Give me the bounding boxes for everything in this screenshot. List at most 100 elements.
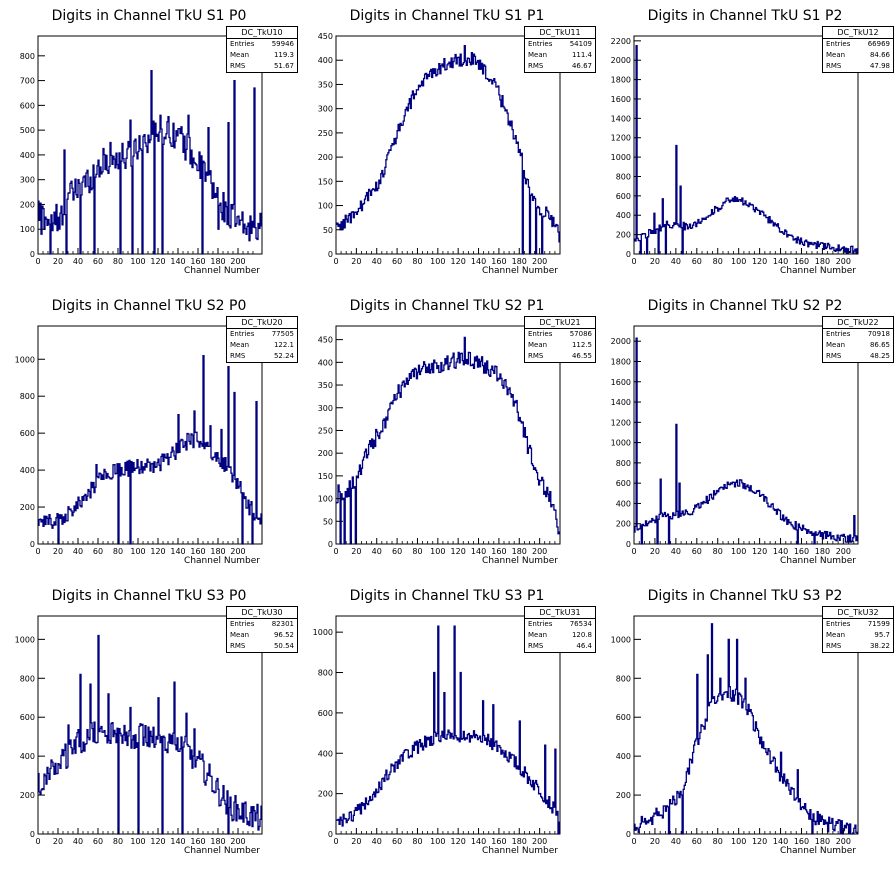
stats-key: Entries <box>826 330 851 338</box>
x-tick-label: 60 <box>692 547 702 556</box>
x-tick-label: 160 <box>190 547 205 556</box>
x-tick-label: 60 <box>93 547 103 556</box>
stats-name: DC_TkU22 <box>823 317 893 329</box>
stats-value: 47.98 <box>869 62 890 70</box>
y-tick-label: 300 <box>318 404 333 413</box>
histogram-panel: Digits in Channel TkU S3 P2 0 20 40 60 80 100 1… <box>596 580 894 870</box>
x-tick-label: 140 <box>471 257 486 266</box>
y-tick-label: 100 <box>318 495 333 504</box>
histogram-line <box>336 625 560 835</box>
stats-name: DC_TkU12 <box>823 27 893 39</box>
x-tick-label: 140 <box>471 837 486 846</box>
y-tick-label: 200 <box>616 791 631 800</box>
x-tick-label: 160 <box>491 547 506 556</box>
x-tick-label: 180 <box>512 257 527 266</box>
plot-frame <box>37 35 263 255</box>
stats-box: DC_TkU10 Entries 59946 Mean 119.3 RMS 51.67 <box>226 26 298 73</box>
y-tick-label: 400 <box>616 499 631 508</box>
y-zero-label: 0 <box>30 250 35 259</box>
y-tick-label: 2000 <box>611 56 631 65</box>
plot-frame <box>37 325 263 545</box>
x-tick-label: 40 <box>73 547 83 556</box>
stats-row: Mean 96.52 <box>227 630 297 641</box>
y-tick-label: 1800 <box>611 357 631 366</box>
x-axis-label: Channel Number <box>482 556 558 566</box>
y-tick-label: 200 <box>20 791 35 800</box>
chart-title: Digits in Channel TkU S1 P0 <box>51 8 247 24</box>
stats-key: Mean <box>528 51 548 59</box>
stats-name: DC_TkU21 <box>525 317 595 329</box>
stats-name: DC_TkU30 <box>227 607 297 619</box>
x-tick-label: 100 <box>130 547 145 556</box>
x-tick-label: 40 <box>372 257 382 266</box>
y-tick-label: 200 <box>616 520 631 529</box>
stats-value: 51.67 <box>273 62 294 70</box>
x-tick-label: 80 <box>113 837 123 846</box>
x-tick-label: 200 <box>836 257 851 266</box>
stats-row: Entries 76534 <box>525 619 595 630</box>
stats-row: RMS 52.24 <box>227 351 297 362</box>
x-tick-label: 80 <box>412 547 422 556</box>
y-zero-label: 0 <box>626 830 631 839</box>
stats-value: 59946 <box>271 40 294 48</box>
x-tick-label: 200 <box>532 837 547 846</box>
stats-key: Mean <box>528 631 548 639</box>
y-tick-label: 1000 <box>15 355 35 364</box>
chart-title: Digits in Channel TkU S1 P2 <box>647 8 843 24</box>
x-tick-label: 60 <box>93 837 103 846</box>
x-tick-label: 40 <box>73 837 83 846</box>
stats-key: Mean <box>230 631 250 639</box>
x-tick-label: 0 <box>631 257 636 266</box>
stats-row: RMS 51.67 <box>227 61 297 72</box>
stats-row: Entries 77505 <box>227 329 297 340</box>
x-tick-label: 200 <box>230 257 245 266</box>
stats-box: DC_TkU22 Entries 70918 Mean 86.65 RMS 48.25 <box>822 316 894 363</box>
y-tick-label: 800 <box>20 392 35 401</box>
x-tick-label: 60 <box>692 257 702 266</box>
stats-value: 46.55 <box>571 352 592 360</box>
histogram-line <box>38 354 262 545</box>
x-tick-label: 160 <box>794 257 809 266</box>
y-tick-label: 800 <box>616 674 631 683</box>
stats-key: RMS <box>528 642 544 650</box>
stats-value: 119.3 <box>273 51 294 59</box>
stats-value: 48.25 <box>869 352 890 360</box>
x-tick-label: 180 <box>815 547 830 556</box>
stats-key: RMS <box>230 62 246 70</box>
x-tick-label: 120 <box>752 837 767 846</box>
x-tick-label: 20 <box>650 547 660 556</box>
x-axis-label: Channel Number <box>780 556 856 566</box>
stats-key: Entries <box>528 330 553 338</box>
y-tick-label: 600 <box>616 713 631 722</box>
y-tick-label: 50 <box>323 517 333 526</box>
y-tick-label: 400 <box>318 749 333 758</box>
stats-value: 111.4 <box>571 51 592 59</box>
y-tick-label: 1000 <box>611 153 631 162</box>
x-tick-label: 120 <box>150 547 165 556</box>
x-tick-label: 20 <box>351 257 361 266</box>
x-tick-label: 40 <box>372 837 382 846</box>
y-tick-label: 1600 <box>611 95 631 104</box>
y-tick-label: 400 <box>318 358 333 367</box>
x-tick-label: 200 <box>836 547 851 556</box>
stats-row: Mean 86.65 <box>823 340 893 351</box>
x-tick-label: 0 <box>35 257 40 266</box>
y-tick-label: 450 <box>318 336 333 345</box>
x-tick-label: 80 <box>412 257 422 266</box>
x-tick-label: 180 <box>815 257 830 266</box>
histogram-panel: Digits in Channel TkU S3 P0 0 20 40 60 80 100 1… <box>0 580 298 870</box>
y-tick-label: 200 <box>318 790 333 799</box>
stats-row: Mean 119.3 <box>227 50 297 61</box>
y-tick-label: 1000 <box>611 635 631 644</box>
stats-key: RMS <box>230 352 246 360</box>
x-tick-label: 180 <box>210 837 225 846</box>
stats-name: DC_TkU32 <box>823 607 893 619</box>
x-tick-label: 0 <box>631 547 636 556</box>
y-tick-label: 600 <box>616 479 631 488</box>
y-tick-label: 1200 <box>611 134 631 143</box>
plot-frame <box>633 615 859 835</box>
histogram-svg: 0 20 40 60 80 100 120 140 160 180 200 200 400 600 800 1… <box>15 325 263 566</box>
x-tick-label: 120 <box>150 257 165 266</box>
y-tick-label: 400 <box>616 211 631 220</box>
stats-key: RMS <box>826 642 842 650</box>
